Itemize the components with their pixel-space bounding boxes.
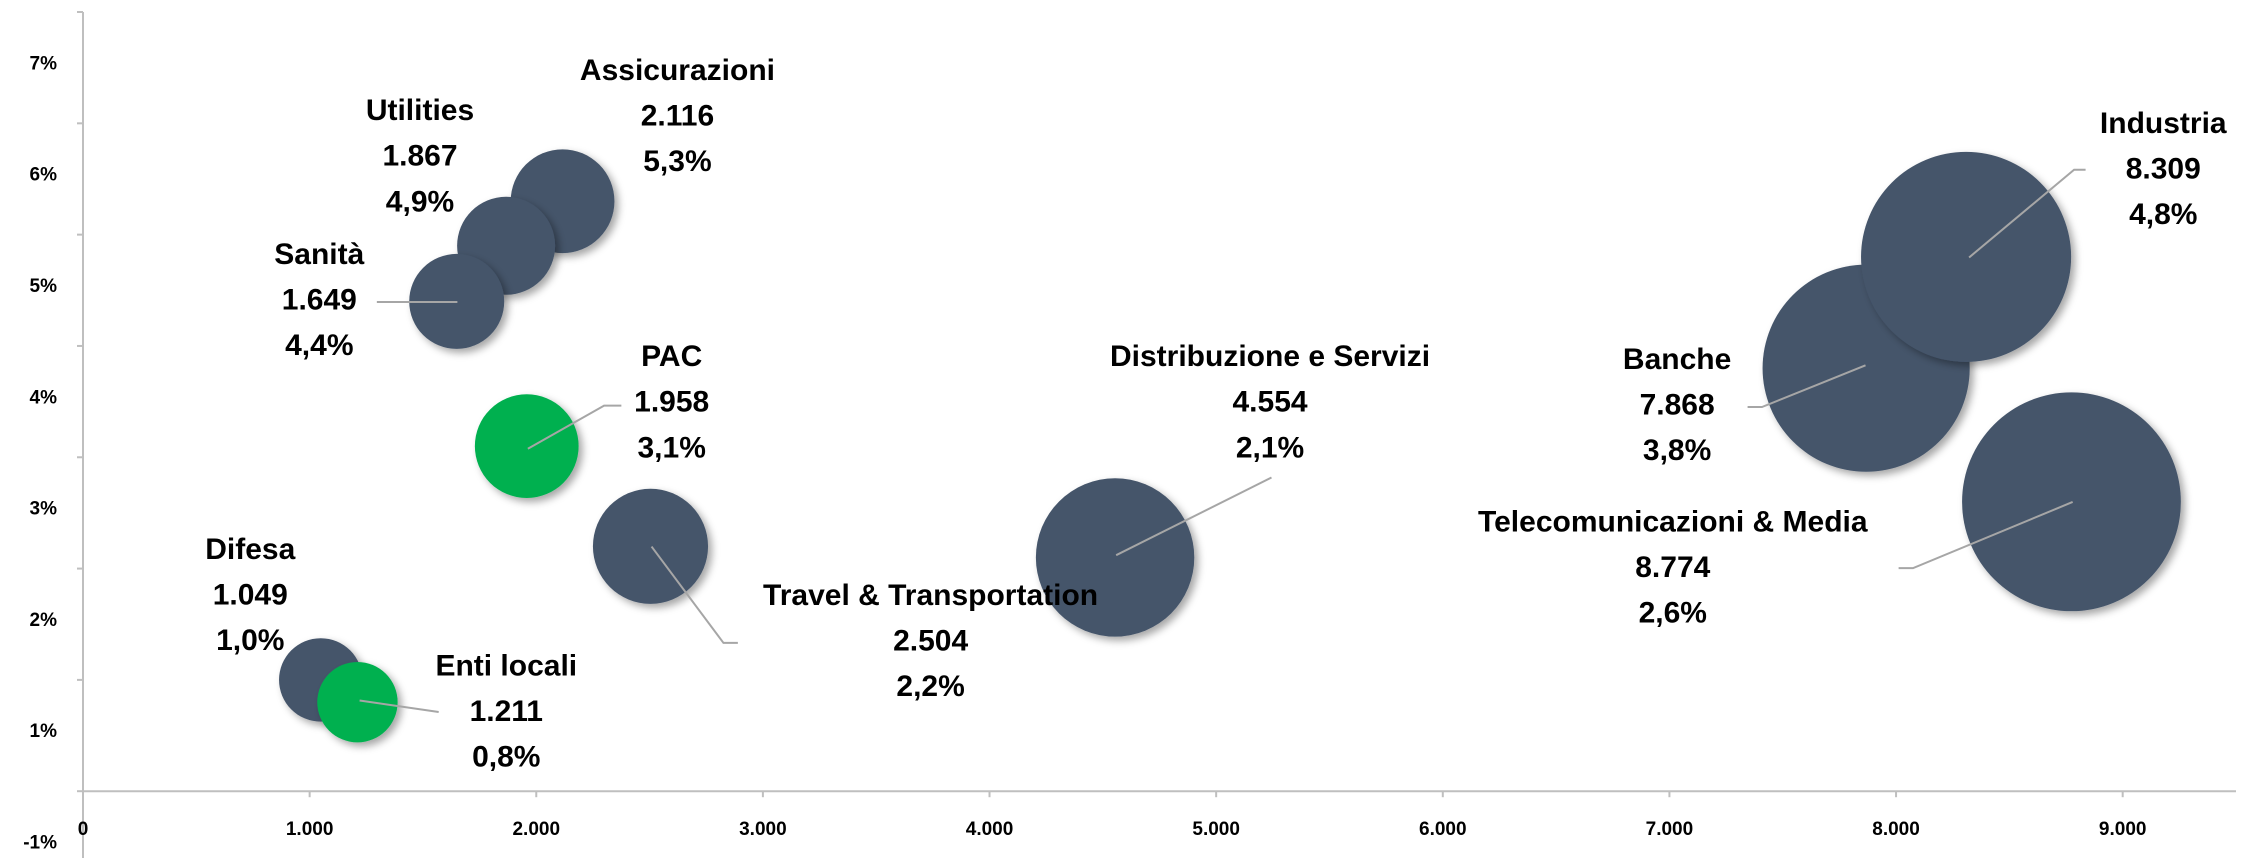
x-tick-label: 5.000 xyxy=(1192,819,1240,840)
data-label: Sanità xyxy=(274,238,364,271)
labels: Assicurazioni 2.116 5,3% Utilities 1.867 4,9%… xyxy=(205,54,2227,774)
y-tick-label: 4% xyxy=(30,387,58,408)
leader-line xyxy=(1898,501,2074,570)
y-tick-label: 2% xyxy=(30,610,58,631)
data-label: 2,6% xyxy=(1639,597,1707,630)
data-label: 0,8% xyxy=(472,741,540,774)
x-tick-label: 0 xyxy=(78,819,89,840)
y-tick-label: 5% xyxy=(30,276,58,297)
y-tick-label: 3% xyxy=(30,499,58,520)
leader-line xyxy=(359,699,439,713)
data-label: 7.868 xyxy=(1640,389,1715,422)
data-label: 4,4% xyxy=(285,329,353,362)
data-label: 8.774 xyxy=(1635,551,1710,584)
data-label: Enti locali xyxy=(435,649,577,682)
data-label: 2,2% xyxy=(896,670,964,703)
data-label: 2.116 xyxy=(641,99,714,132)
x-tick-label: 9.000 xyxy=(2099,819,2147,840)
data-label: 2,1% xyxy=(1236,431,1304,464)
leader-line xyxy=(1968,168,2086,259)
data-label: 8.309 xyxy=(2126,153,2201,186)
data-label: Travel & Transportation xyxy=(763,579,1098,612)
leader-line xyxy=(527,404,622,450)
x-tick-label: 6.000 xyxy=(1419,819,1467,840)
bubble xyxy=(474,394,579,499)
bubbles xyxy=(279,149,2181,743)
bubble xyxy=(592,488,709,604)
data-label: Telecomunicazioni & Media xyxy=(1478,505,1868,538)
y-tick-label: 1% xyxy=(30,721,58,742)
bubble xyxy=(1035,478,1195,637)
data-label: 4,9% xyxy=(386,185,454,218)
data-label: 4.554 xyxy=(1233,386,1308,419)
data-label: 5,3% xyxy=(643,145,711,178)
y-tick-label: 7% xyxy=(30,53,58,74)
data-label: Difesa xyxy=(205,533,295,566)
x-tick-label: 1.000 xyxy=(286,819,334,840)
data-label: 2.504 xyxy=(893,624,968,657)
data-label: Assicurazioni xyxy=(580,54,775,87)
data-label: 1.211 xyxy=(470,695,543,728)
data-label: 1.867 xyxy=(382,140,457,173)
x-tick-label: 3.000 xyxy=(739,819,787,840)
bubble xyxy=(1861,151,2072,362)
data-label: 1,0% xyxy=(216,624,284,657)
data-label: Banche xyxy=(1623,343,1731,376)
x-tick-label: 8.000 xyxy=(1872,819,1920,840)
data-label: 3,1% xyxy=(638,431,706,464)
leader-line xyxy=(1115,476,1272,557)
data-label: Utilities xyxy=(366,94,474,127)
data-label: Industria xyxy=(2100,107,2227,140)
data-label: 1.958 xyxy=(634,386,709,419)
x-tick-label: 4.000 xyxy=(966,819,1014,840)
y-tick-label: 6% xyxy=(30,165,58,186)
data-label: 4,8% xyxy=(2129,198,2197,231)
bubble xyxy=(317,661,398,743)
leaders xyxy=(359,168,2086,713)
data-label: PAC xyxy=(641,340,702,373)
data-label: 1.049 xyxy=(213,578,288,611)
data-label: Distribuzione e Servizi xyxy=(1110,340,1430,373)
data-label: 1.649 xyxy=(282,284,357,317)
x-tick-label: 7.000 xyxy=(1646,819,1694,840)
data-label: 3,8% xyxy=(1643,434,1711,467)
x-tick-label: 2.000 xyxy=(512,819,560,840)
leader-line xyxy=(1747,364,1866,409)
leader-line xyxy=(650,545,738,644)
y-tick-label: -1% xyxy=(23,833,57,854)
